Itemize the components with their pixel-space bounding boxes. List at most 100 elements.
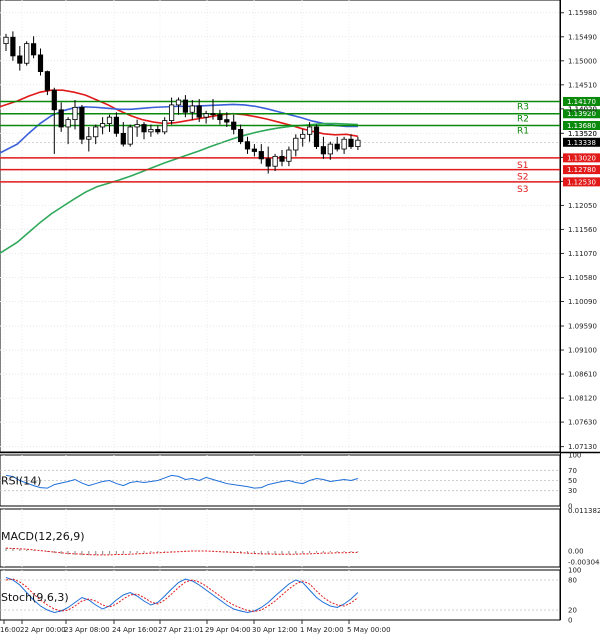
current-price-tag <box>563 137 600 147</box>
candle-body <box>203 113 209 118</box>
x-tick-label: 24 Apr 16:00 <box>112 626 158 634</box>
candle-body <box>348 138 354 147</box>
level-s3-label: S3 <box>517 185 528 195</box>
level-r1-price-label: 1.13680 <box>567 122 596 130</box>
stoch-label: Stoch(9,6,3) <box>1 591 69 604</box>
price-tick-label: 1.07630 <box>568 419 597 427</box>
x-tick-label: 5 May 00:00 <box>347 626 391 634</box>
ma-fast-line <box>0 89 359 138</box>
level-s3-price-tag <box>563 177 600 187</box>
candle-body <box>168 104 175 121</box>
candle-body <box>237 129 244 143</box>
candle-body <box>231 121 237 130</box>
stoch-tick-label: 80 <box>568 577 577 585</box>
current-price-label: 1.13338 <box>567 139 596 147</box>
candle-body <box>265 158 271 167</box>
candle-body <box>189 105 195 113</box>
candle-body <box>327 143 333 155</box>
candle-body <box>3 36 9 45</box>
candle-body <box>272 155 278 167</box>
level-r1-price-tag <box>563 121 600 131</box>
macd-label: MACD(12,26,9) <box>1 530 85 543</box>
price-tick-label: 1.15000 <box>568 57 597 65</box>
x-tick-label: 22 Apr 00:00 <box>20 626 66 634</box>
candle-body <box>44 71 51 91</box>
candle-body <box>58 109 64 128</box>
level-s2-price-label: 1.12780 <box>567 166 596 174</box>
level-s3-price-label: 1.12530 <box>567 178 596 186</box>
candle-body <box>10 36 16 57</box>
macd-tick-label: 0.011382 <box>568 507 600 515</box>
price-tick-label: 1.14510 <box>568 81 597 89</box>
rsi-line <box>5 474 359 489</box>
x-tick-label: 1 May 20:00 <box>300 626 344 634</box>
candle-body <box>127 126 133 145</box>
price-tick-label: 1.10580 <box>568 274 597 282</box>
level-r3-label: R3 <box>517 102 529 112</box>
candle-body <box>300 133 306 139</box>
price-tick-label: 1.13520 <box>568 130 597 138</box>
price-tick-label: 1.07130 <box>568 443 597 451</box>
candle-body <box>24 43 30 64</box>
candle-body <box>251 148 257 152</box>
ma-mid-line <box>0 103 358 154</box>
candle-body <box>341 138 347 150</box>
macd-tick-label: 0.00 <box>568 547 584 555</box>
level-r2-price-tag <box>563 109 600 119</box>
candle-body <box>100 123 106 128</box>
candle-body <box>65 119 71 128</box>
macd-tick-label: -0.003044 <box>568 558 600 566</box>
price-tick-label: 1.08120 <box>568 395 597 403</box>
candle-body <box>134 124 140 128</box>
level-r3-price-tag <box>563 96 600 106</box>
rsi-tick-label: 30 <box>568 487 577 495</box>
candle-body <box>210 113 216 116</box>
candle-body <box>30 43 37 56</box>
candle-body <box>155 129 161 133</box>
candle-body <box>79 106 85 140</box>
candle-body <box>141 124 147 133</box>
candle-body <box>93 126 99 138</box>
candle-body <box>120 132 126 145</box>
candle-body <box>72 106 78 121</box>
rsi-label: RSI(14) <box>1 475 41 488</box>
candle-body <box>51 89 57 111</box>
x-tick-label: 27 Apr 21:01 <box>158 626 204 634</box>
price-tick-label: 1.15980 <box>568 9 597 17</box>
stoch-tick-label: 20 <box>568 607 577 615</box>
candle-body <box>224 119 230 123</box>
macd-signal-line <box>5 547 358 556</box>
price-tick-label: 1.12050 <box>568 202 597 210</box>
price-pane <box>0 0 561 453</box>
candle-body <box>37 54 44 72</box>
candle-body <box>286 149 292 162</box>
candle-body <box>320 146 327 155</box>
candle-body <box>86 136 92 140</box>
price-tick-label: 1.09100 <box>568 347 597 355</box>
candle-body <box>106 116 113 124</box>
level-r1-label: R1 <box>517 127 529 137</box>
price-tick-label: 1.11070 <box>568 250 597 258</box>
candle-body <box>182 99 188 113</box>
candle-body <box>162 120 168 133</box>
stoch-signal-line <box>5 578 359 613</box>
candle-body <box>355 139 361 147</box>
rsi-tick-label: 50 <box>568 477 577 485</box>
candle-body <box>113 116 119 134</box>
price-tick-label: 1.10090 <box>568 298 597 306</box>
rsi-tick-label: 100 <box>568 452 581 460</box>
price-tick-label: 1.09590 <box>568 323 597 331</box>
macd-pane <box>0 508 561 568</box>
x-tick-label: 30 Apr 12:00 <box>252 626 298 634</box>
rsi-tick-label: 0 <box>568 503 572 511</box>
price-tick-label: 1.08610 <box>568 371 597 379</box>
candle-body <box>217 114 223 121</box>
level-r3-price-label: 1.14170 <box>567 98 596 106</box>
level-s2-label: S2 <box>517 173 528 183</box>
candle-body <box>196 105 202 118</box>
candle-body <box>258 151 264 160</box>
x-tick-label: 16:00 <box>0 626 20 634</box>
stoch-main-line <box>5 577 359 614</box>
